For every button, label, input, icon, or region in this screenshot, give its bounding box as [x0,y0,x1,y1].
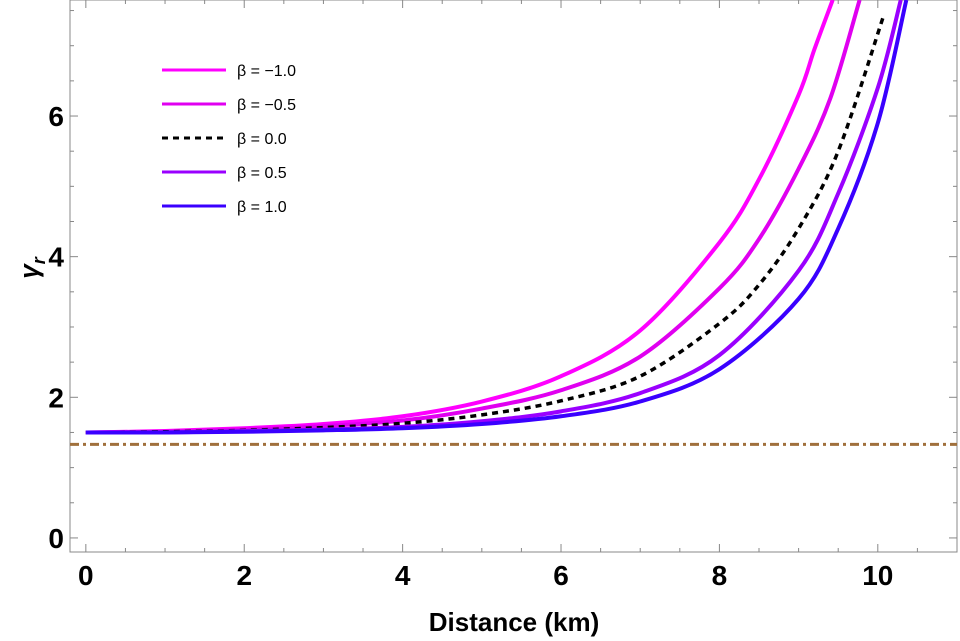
series-line-2 [85,13,886,435]
series-line-4 [85,0,909,435]
x-tick-label: 6 [553,560,569,591]
y-tick-label: 6 [48,101,64,132]
legend-label-0: β = −1.0 [237,63,296,80]
y-tick-labels: 0 2 4 6 [48,101,64,554]
x-tick-labels: 0 2 4 6 8 10 [78,560,893,591]
y-axis-title: γr [14,256,49,278]
legend: β = −1.0 β = −0.5 β = 0.0 β = 0.5 β = 1.0 [162,63,296,216]
x-axis-title: Distance (km) [429,607,600,637]
y-axis-title-sub: r [29,256,49,264]
y-tick-label: 4 [48,242,64,273]
y-axis-title-main: γ [14,263,44,279]
x-tick-label: 4 [395,560,411,591]
legend-label-2: β = 0.0 [237,131,287,148]
plot-frame [69,0,958,553]
series-line-3 [85,0,903,435]
svg-text:γr: γr [14,256,49,278]
legend-label-3: β = 0.5 [237,165,287,182]
x-tick-label: 0 [78,560,94,591]
y-tick-label: 0 [48,523,64,554]
legend-label-1: β = −0.5 [237,97,296,114]
x-tick-label: 8 [712,560,728,591]
series-line-1 [85,0,862,435]
x-tick-label: 10 [862,560,893,591]
x-tick-label: 2 [236,560,252,591]
y-tick-label: 2 [48,382,64,413]
legend-label-4: β = 1.0 [237,199,287,216]
series-lines [85,0,909,435]
ticks [70,0,958,552]
